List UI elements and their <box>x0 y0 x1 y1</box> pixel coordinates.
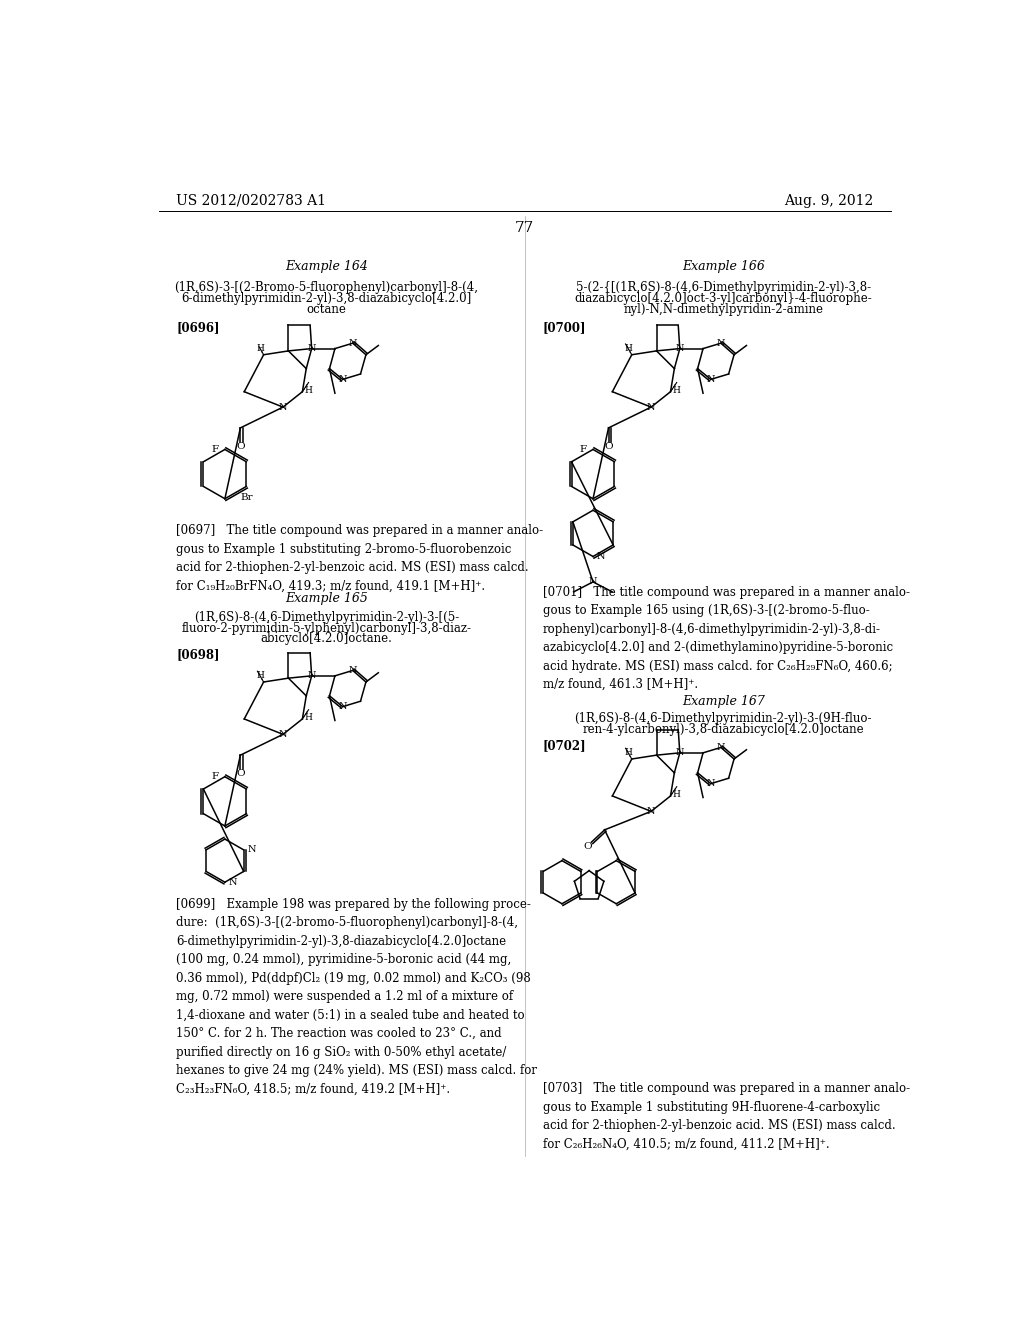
Text: [0697]   The title compound was prepared in a manner analo-
gous to Example 1 su: [0697] The title compound was prepared i… <box>176 524 543 593</box>
Text: N: N <box>279 403 288 412</box>
Text: N: N <box>307 345 316 352</box>
Text: 77: 77 <box>515 220 535 235</box>
Text: F: F <box>580 445 587 454</box>
Text: N: N <box>717 339 725 347</box>
Text: N: N <box>279 730 288 739</box>
Text: [0703]   The title compound was prepared in a manner analo-
gous to Example 1 su: [0703] The title compound was prepared i… <box>543 1082 909 1151</box>
Text: Example 167: Example 167 <box>682 694 765 708</box>
Text: H: H <box>673 385 681 395</box>
Text: H: H <box>257 345 264 352</box>
Text: N: N <box>307 672 316 680</box>
Text: H: H <box>304 713 312 722</box>
Text: [0699]   Example 198 was prepared by the following proce-
dure:  (1R,6S)-3-[(2-b: [0699] Example 198 was prepared by the f… <box>176 898 537 1096</box>
Text: [0700]: [0700] <box>543 321 586 334</box>
Text: ren-4-ylcarbonyl)-3,8-diazabicyclo[4.2.0]octane: ren-4-ylcarbonyl)-3,8-diazabicyclo[4.2.0… <box>583 723 864 737</box>
Text: N: N <box>228 878 238 887</box>
Text: (1R,6S)-8-(4,6-Dimethylpyrimidin-2-yl)-3-[(5-: (1R,6S)-8-(4,6-Dimethylpyrimidin-2-yl)-3… <box>194 611 459 624</box>
Text: N: N <box>338 702 347 711</box>
Text: H: H <box>257 672 264 680</box>
Text: F: F <box>212 772 219 781</box>
Text: Example 166: Example 166 <box>682 260 765 273</box>
Text: N: N <box>707 779 715 788</box>
Text: US 2012/0202783 A1: US 2012/0202783 A1 <box>176 194 326 207</box>
Text: N: N <box>647 403 655 412</box>
Text: [0701]   The title compound was prepared in a manner analo-
gous to Example 165 : [0701] The title compound was prepared i… <box>543 586 909 692</box>
Text: octane: octane <box>306 302 346 315</box>
Text: N: N <box>338 375 347 384</box>
Text: [0702]: [0702] <box>543 739 587 751</box>
Text: N: N <box>597 552 605 561</box>
Text: H: H <box>625 748 633 758</box>
Text: H: H <box>304 385 312 395</box>
Text: H: H <box>625 345 633 352</box>
Text: diazabicyclo[4.2.0]oct-3-yl]carbonyl}-4-fluorophe-: diazabicyclo[4.2.0]oct-3-yl]carbonyl}-4-… <box>574 292 872 305</box>
Text: 5-(2-{[(1R,6S)-8-(4,6-Dimethylpyrimidin-2-yl)-3,8-: 5-(2-{[(1R,6S)-8-(4,6-Dimethylpyrimidin-… <box>575 281 870 294</box>
Text: N: N <box>348 339 357 347</box>
Text: N: N <box>589 577 597 586</box>
Text: nyl)-N,N-dimethylpyridin-2-amine: nyl)-N,N-dimethylpyridin-2-amine <box>624 302 823 315</box>
Text: N: N <box>647 807 655 816</box>
Text: F: F <box>212 445 219 454</box>
Text: N: N <box>676 748 684 758</box>
Text: N: N <box>717 743 725 752</box>
Text: Aug. 9, 2012: Aug. 9, 2012 <box>784 194 873 207</box>
Text: O: O <box>237 770 245 777</box>
Text: abicyclo[4.2.0]octane.: abicyclo[4.2.0]octane. <box>260 632 392 645</box>
Text: Br: Br <box>240 492 253 502</box>
Text: O: O <box>584 842 592 851</box>
Text: N: N <box>676 345 684 352</box>
Text: [0698]: [0698] <box>176 648 219 661</box>
Text: N: N <box>707 375 715 384</box>
Text: N: N <box>248 845 256 854</box>
Text: H: H <box>673 789 681 799</box>
Text: Example 165: Example 165 <box>285 593 368 606</box>
Text: O: O <box>604 442 612 451</box>
Text: (1R,6S)-3-[(2-Bromo-5-fluorophenyl)carbonyl]-8-(4,: (1R,6S)-3-[(2-Bromo-5-fluorophenyl)carbo… <box>174 281 478 294</box>
Text: Example 164: Example 164 <box>285 260 368 273</box>
Text: [0696]: [0696] <box>176 321 219 334</box>
Text: O: O <box>237 442 245 451</box>
Text: 6-dimethylpyrimidin-2-yl)-3,8-diazabicyclo[4.2.0]: 6-dimethylpyrimidin-2-yl)-3,8-diazabicyc… <box>181 292 471 305</box>
Text: N: N <box>348 667 357 675</box>
Text: (1R,6S)-8-(4,6-Dimethylpyrimidin-2-yl)-3-(9H-fluo-: (1R,6S)-8-(4,6-Dimethylpyrimidin-2-yl)-3… <box>574 713 872 726</box>
Text: fluoro-2-pyrimidin-5-ylphenyl)carbonyl]-3,8-diaz-: fluoro-2-pyrimidin-5-ylphenyl)carbonyl]-… <box>181 622 471 635</box>
